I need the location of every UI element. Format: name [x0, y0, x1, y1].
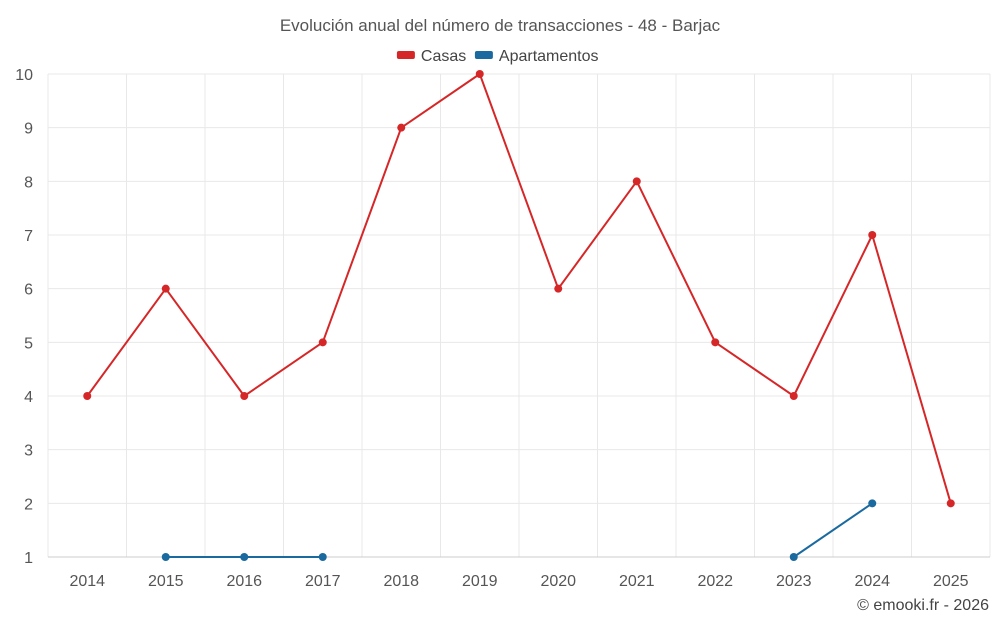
legend-swatch [474, 51, 493, 59]
y-tick-label: 6 [24, 282, 33, 299]
data-point[interactable] [868, 499, 877, 508]
x-tick-label: 2016 [226, 573, 262, 590]
y-axis: 1 2 3 4 5 6 7 8 9 10 [15, 67, 33, 567]
y-tick-label: 3 [24, 443, 33, 460]
x-tick-label: 2022 [697, 573, 733, 590]
data-point[interactable] [161, 284, 170, 293]
legend: Casas Apartamentos [396, 48, 599, 65]
data-point[interactable] [318, 338, 327, 347]
data-point[interactable] [946, 499, 955, 508]
data-point[interactable] [161, 553, 170, 561]
y-tick-label: 10 [15, 67, 33, 84]
x-tick-label: 2017 [305, 573, 341, 590]
data-point[interactable] [632, 177, 641, 186]
x-tick-label: 2014 [69, 573, 105, 590]
series-casas [83, 70, 955, 508]
y-tick-label: 1 [24, 550, 33, 567]
copyright-footer: © emooki.fr - 2026 [857, 597, 989, 614]
data-point[interactable] [711, 338, 720, 347]
x-tick-label: 2019 [462, 573, 498, 590]
x-axis: 2014 2015 2016 2017 2018 2019 2020 2021 2022 2023… [69, 573, 968, 590]
legend-swatch [396, 51, 415, 59]
series-apartamentos [161, 499, 877, 561]
x-tick-label: 2023 [776, 573, 812, 590]
grid [47, 73, 991, 558]
legend-label[interactable]: Apartamentos [499, 48, 599, 65]
x-tick-label: 2021 [619, 573, 655, 590]
x-tick-label: 2015 [148, 573, 184, 590]
y-tick-label: 8 [24, 174, 33, 191]
x-tick-label: 2020 [540, 573, 576, 590]
chart-title: Evolución anual del número de transaccio… [280, 16, 721, 35]
data-point[interactable] [240, 392, 249, 400]
x-tick-label: 2018 [383, 573, 419, 590]
y-tick-label: 2 [24, 496, 33, 513]
y-tick-label: 9 [24, 121, 33, 138]
data-point[interactable] [318, 553, 327, 561]
data-point[interactable] [789, 392, 798, 400]
x-tick-label: 2025 [933, 573, 969, 590]
data-point[interactable] [475, 70, 484, 78]
data-point[interactable] [554, 284, 563, 293]
y-tick-label: 4 [24, 389, 33, 406]
data-point[interactable] [868, 231, 877, 239]
data-point[interactable] [240, 553, 249, 561]
series-line [793, 502, 873, 558]
data-point[interactable] [397, 123, 406, 132]
y-tick-label: 7 [24, 228, 33, 245]
x-tick-label: 2024 [854, 573, 890, 590]
legend-label[interactable]: Casas [421, 48, 466, 65]
data-point[interactable] [83, 392, 92, 400]
data-point[interactable] [789, 553, 798, 561]
series-layer [83, 70, 955, 561]
y-tick-label: 5 [24, 335, 33, 352]
series-line [86, 73, 952, 504]
